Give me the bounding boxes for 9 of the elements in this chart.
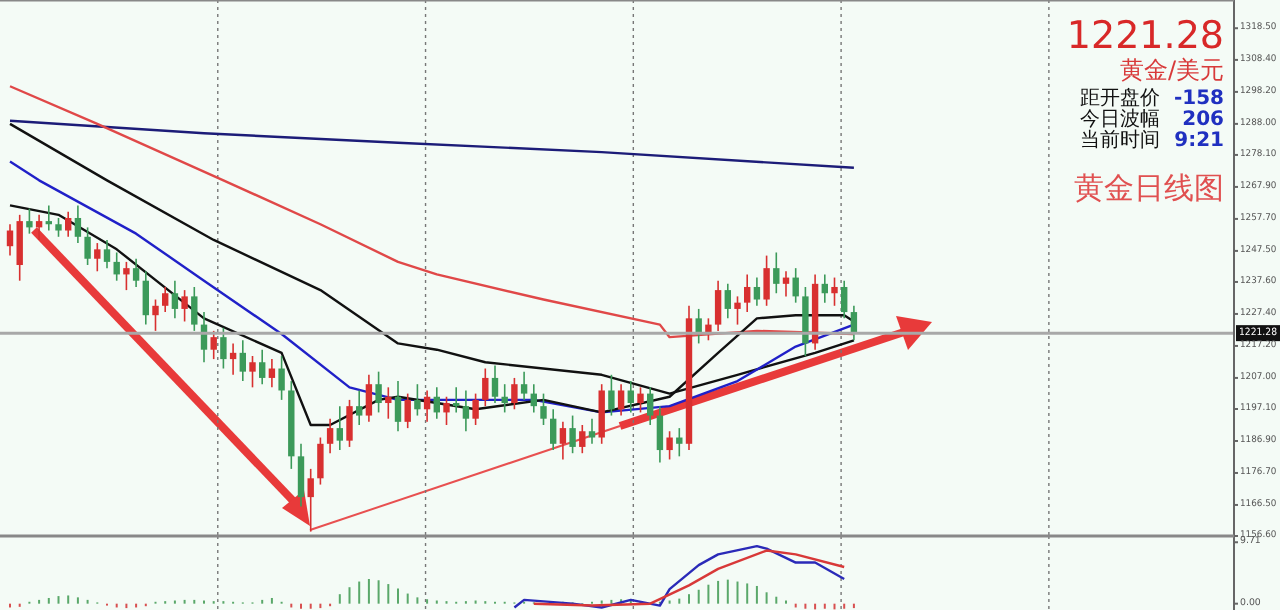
annotation: 9:21 — [1174, 130, 1225, 152]
annotation: 1221.28 — [1066, 14, 1224, 58]
annotation: 今日波幅 — [1080, 107, 1160, 131]
text: 黄金/美元 — [1119, 56, 1224, 84]
annotation: 距开盘价 — [1080, 86, 1160, 110]
annotation: 当前时间 — [1080, 128, 1160, 152]
annotation: 206 — [1182, 109, 1225, 131]
text: 黄金日线图 — [1074, 170, 1224, 206]
annotation: -158 — [1173, 88, 1225, 110]
